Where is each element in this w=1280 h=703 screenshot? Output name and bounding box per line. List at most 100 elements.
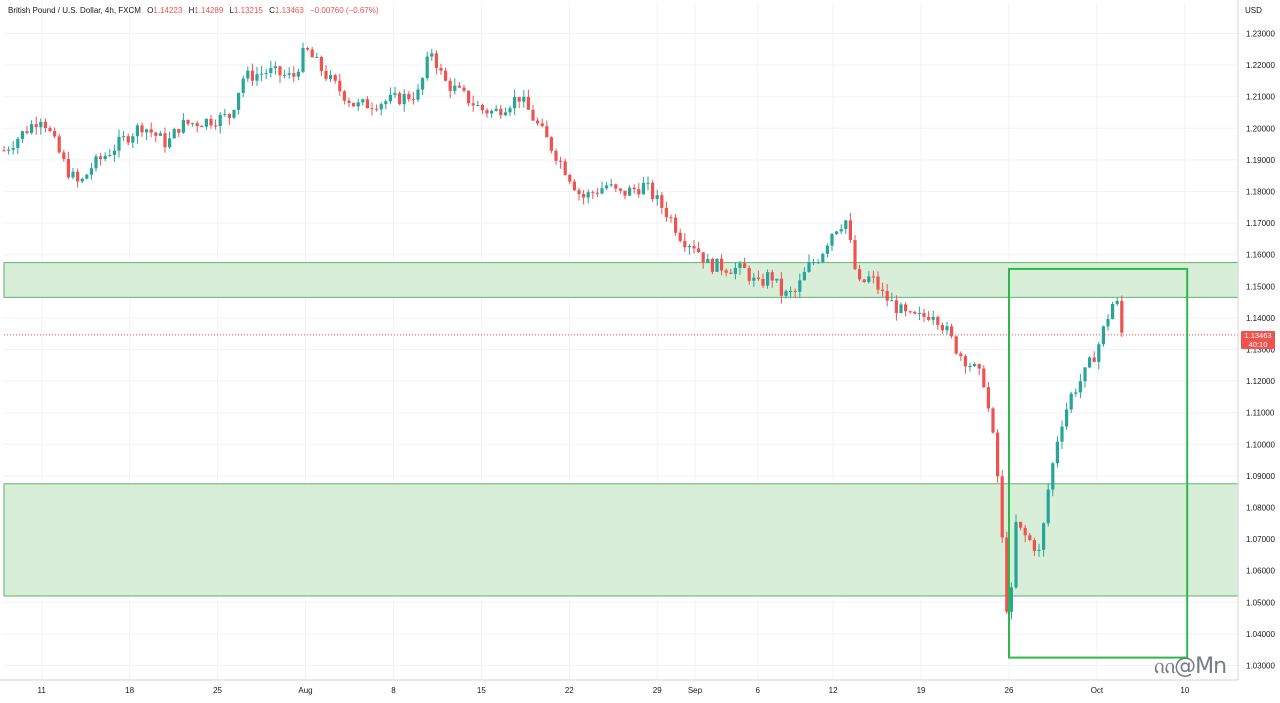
candle-body [554,150,558,161]
candle-body [761,278,765,286]
candle-body [163,133,167,148]
y-tick-label: 1.10000 [1246,440,1275,449]
candle-body [807,262,811,272]
candle-body [250,70,254,81]
candle-body [637,189,641,195]
candle-body [1037,549,1041,551]
y-tick-label: 1.07000 [1246,535,1275,544]
y-tick-label: 1.06000 [1246,567,1275,576]
candle-body [218,114,222,127]
y-tick-label: 1.19000 [1246,156,1275,165]
candle-body [940,324,944,331]
candle-body [821,253,825,263]
candle-body [982,368,986,388]
candle-body [595,192,599,194]
candle-body [425,56,429,79]
candle-body [812,262,816,264]
candle-body [881,289,885,292]
candle-body [853,239,857,270]
candle-body [549,137,553,151]
y-tick-label: 1.17000 [1246,219,1275,228]
candle-body [816,262,820,264]
x-tick-label: 11 [38,686,47,695]
candle-body [664,207,668,218]
candle-body [522,96,526,102]
candle-body [158,133,162,136]
candle-body [80,178,84,182]
candle-body [135,125,139,137]
candle-body [186,119,190,124]
candle-body [577,190,581,195]
y-tick-label: 1.09000 [1246,472,1275,481]
candle-body [402,93,406,105]
candle-body [614,184,618,189]
bar-countdown: 40:10 [1248,340,1268,349]
candle-body [894,300,898,313]
candle-body [62,152,66,160]
candle-body [954,336,958,354]
x-tick-label: 29 [653,686,662,695]
candle-body [255,74,259,81]
candle-body [770,272,774,281]
candle-body [733,267,737,274]
candle-body [784,291,788,296]
candle-body [370,108,374,110]
y-tick-label: 1.22000 [1246,61,1275,70]
candle-body [922,312,926,317]
candle-body [779,278,783,296]
candle-body [43,121,47,129]
candle-body [25,131,29,133]
candle-body [609,184,613,186]
candle-body [490,110,494,114]
candle-body [1111,303,1115,320]
x-tick-label: 25 [213,686,222,695]
x-tick-label: 10 [1180,686,1189,695]
candle-body [669,217,673,219]
candle-body [536,120,540,124]
candle-body [586,192,590,198]
candle-body [444,70,448,81]
candle-body [342,91,346,101]
candle-body [53,130,57,137]
candle-body [471,103,475,106]
candle-body [457,85,461,88]
candle-body [848,220,852,240]
candle-body [30,124,34,133]
candle-body [540,123,544,127]
open-value: 1.14223 [153,6,183,15]
candle-body [729,272,733,274]
candle-body [388,94,392,102]
candle-body [71,171,75,178]
candle-body [641,182,645,195]
candle-body [908,311,912,313]
candle-body [122,136,126,138]
change-value: −0.00760 (−0.67%) [310,6,379,15]
y-tick-label: 1.05000 [1246,598,1275,607]
candle-body [802,271,806,281]
candle-body [352,102,356,107]
candle-body [623,190,627,196]
candle-body [743,263,747,269]
candle-body [876,276,880,290]
high-value: 1.14289 [194,6,224,15]
candle-body [126,136,130,143]
y-tick-label: 1.08000 [1246,504,1275,513]
y-tick-label: 1.18000 [1246,188,1275,197]
candle-body [1088,357,1092,368]
candle-body [986,387,990,409]
candle-body [545,126,549,138]
candle-body [632,187,636,190]
candle-body [844,220,848,230]
candle-body [1046,489,1050,524]
candle-body [674,217,678,233]
y-tick-label: 1.13000 [1246,346,1275,355]
low-value: 1.13215 [233,6,263,15]
x-tick-label: 15 [477,686,486,695]
candle-body [480,105,484,111]
candle-body [347,100,351,103]
close-value: 1.13463 [274,6,304,15]
candle-body [384,101,388,105]
candle-body [310,49,314,58]
